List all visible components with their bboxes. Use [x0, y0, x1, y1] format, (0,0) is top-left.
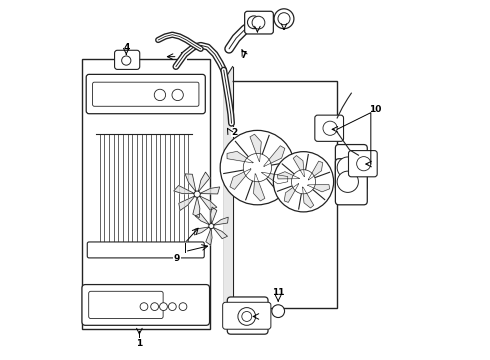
Circle shape: [292, 170, 316, 194]
FancyBboxPatch shape: [86, 75, 205, 114]
Circle shape: [169, 303, 176, 311]
Polygon shape: [213, 228, 227, 239]
Circle shape: [249, 159, 266, 176]
Polygon shape: [195, 213, 210, 225]
Polygon shape: [200, 187, 220, 194]
Circle shape: [151, 303, 159, 311]
Circle shape: [278, 13, 290, 25]
Circle shape: [122, 56, 131, 65]
Polygon shape: [206, 228, 212, 245]
Polygon shape: [277, 172, 299, 179]
Circle shape: [252, 16, 265, 29]
Circle shape: [337, 171, 358, 192]
FancyBboxPatch shape: [82, 284, 210, 325]
Circle shape: [160, 303, 168, 311]
Circle shape: [242, 311, 252, 321]
FancyBboxPatch shape: [227, 297, 268, 334]
Bar: [82, 59, 210, 329]
FancyBboxPatch shape: [245, 11, 273, 34]
FancyBboxPatch shape: [335, 159, 368, 205]
Circle shape: [140, 303, 148, 311]
Text: 6: 6: [254, 19, 261, 28]
FancyBboxPatch shape: [315, 115, 343, 141]
Circle shape: [274, 9, 294, 29]
Polygon shape: [250, 134, 261, 161]
Polygon shape: [179, 196, 195, 211]
Text: 5: 5: [284, 16, 291, 25]
Text: 8: 8: [260, 312, 267, 321]
Polygon shape: [214, 217, 228, 225]
Bar: [224, 81, 337, 307]
Polygon shape: [193, 197, 200, 218]
Circle shape: [272, 305, 285, 318]
Circle shape: [179, 303, 187, 311]
Text: 4: 4: [123, 42, 129, 51]
Circle shape: [220, 130, 294, 205]
Circle shape: [337, 157, 358, 178]
Polygon shape: [174, 185, 195, 194]
Polygon shape: [264, 146, 285, 166]
Polygon shape: [253, 174, 265, 201]
FancyBboxPatch shape: [335, 145, 368, 191]
FancyBboxPatch shape: [115, 50, 140, 69]
Circle shape: [323, 121, 337, 135]
Circle shape: [172, 89, 183, 100]
FancyBboxPatch shape: [348, 150, 377, 177]
Text: 1: 1: [136, 338, 143, 347]
FancyBboxPatch shape: [222, 302, 271, 329]
Polygon shape: [262, 172, 288, 184]
Polygon shape: [284, 184, 298, 202]
FancyBboxPatch shape: [87, 242, 204, 258]
Text: 11: 11: [272, 288, 284, 297]
Circle shape: [238, 307, 256, 325]
Polygon shape: [224, 67, 233, 320]
Circle shape: [243, 153, 271, 182]
Circle shape: [273, 152, 334, 212]
Polygon shape: [308, 161, 322, 180]
Polygon shape: [227, 151, 253, 163]
Text: 9: 9: [174, 254, 180, 263]
Polygon shape: [199, 196, 217, 210]
Polygon shape: [308, 185, 330, 192]
Circle shape: [297, 175, 310, 188]
Circle shape: [357, 157, 371, 171]
Circle shape: [209, 224, 214, 229]
Polygon shape: [302, 187, 314, 208]
Circle shape: [194, 191, 200, 197]
Polygon shape: [293, 156, 304, 176]
Text: 2: 2: [231, 128, 238, 137]
Polygon shape: [198, 172, 210, 192]
FancyBboxPatch shape: [89, 291, 163, 319]
Polygon shape: [230, 169, 251, 189]
Polygon shape: [185, 174, 196, 192]
Polygon shape: [211, 207, 217, 224]
Circle shape: [247, 16, 260, 29]
Text: 10: 10: [369, 105, 382, 114]
Text: 3: 3: [180, 52, 186, 61]
Circle shape: [154, 89, 166, 100]
Text: 7: 7: [241, 51, 247, 60]
Polygon shape: [195, 227, 209, 235]
FancyBboxPatch shape: [93, 82, 199, 106]
